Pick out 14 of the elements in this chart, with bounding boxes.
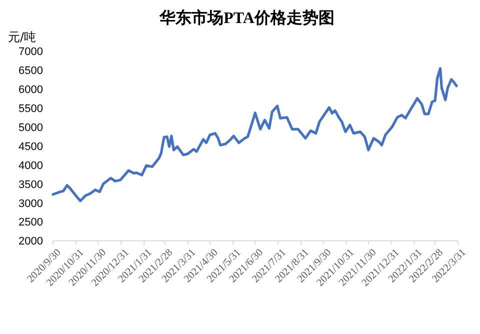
y-tick-label: 4500	[18, 140, 43, 153]
y-tick-label: 3000	[18, 198, 43, 210]
y-tick-label: 6000	[18, 84, 43, 96]
y-tick-label: 7000	[18, 46, 43, 58]
y-axis-title: 元/吨	[8, 30, 36, 44]
y-tick-label: 3500	[18, 178, 43, 191]
chart-title: 华东市场PTA价格走势图	[158, 9, 334, 27]
y-tick-label: 5000	[18, 122, 43, 134]
y-tick-label: 6500	[18, 64, 43, 77]
y-tick-label: 4000	[18, 160, 43, 172]
y-tick-label: 2000	[18, 236, 43, 248]
y-tick-label: 5500	[18, 102, 43, 115]
y-tick-label: 2500	[18, 216, 43, 229]
line-series	[52, 67, 458, 202]
